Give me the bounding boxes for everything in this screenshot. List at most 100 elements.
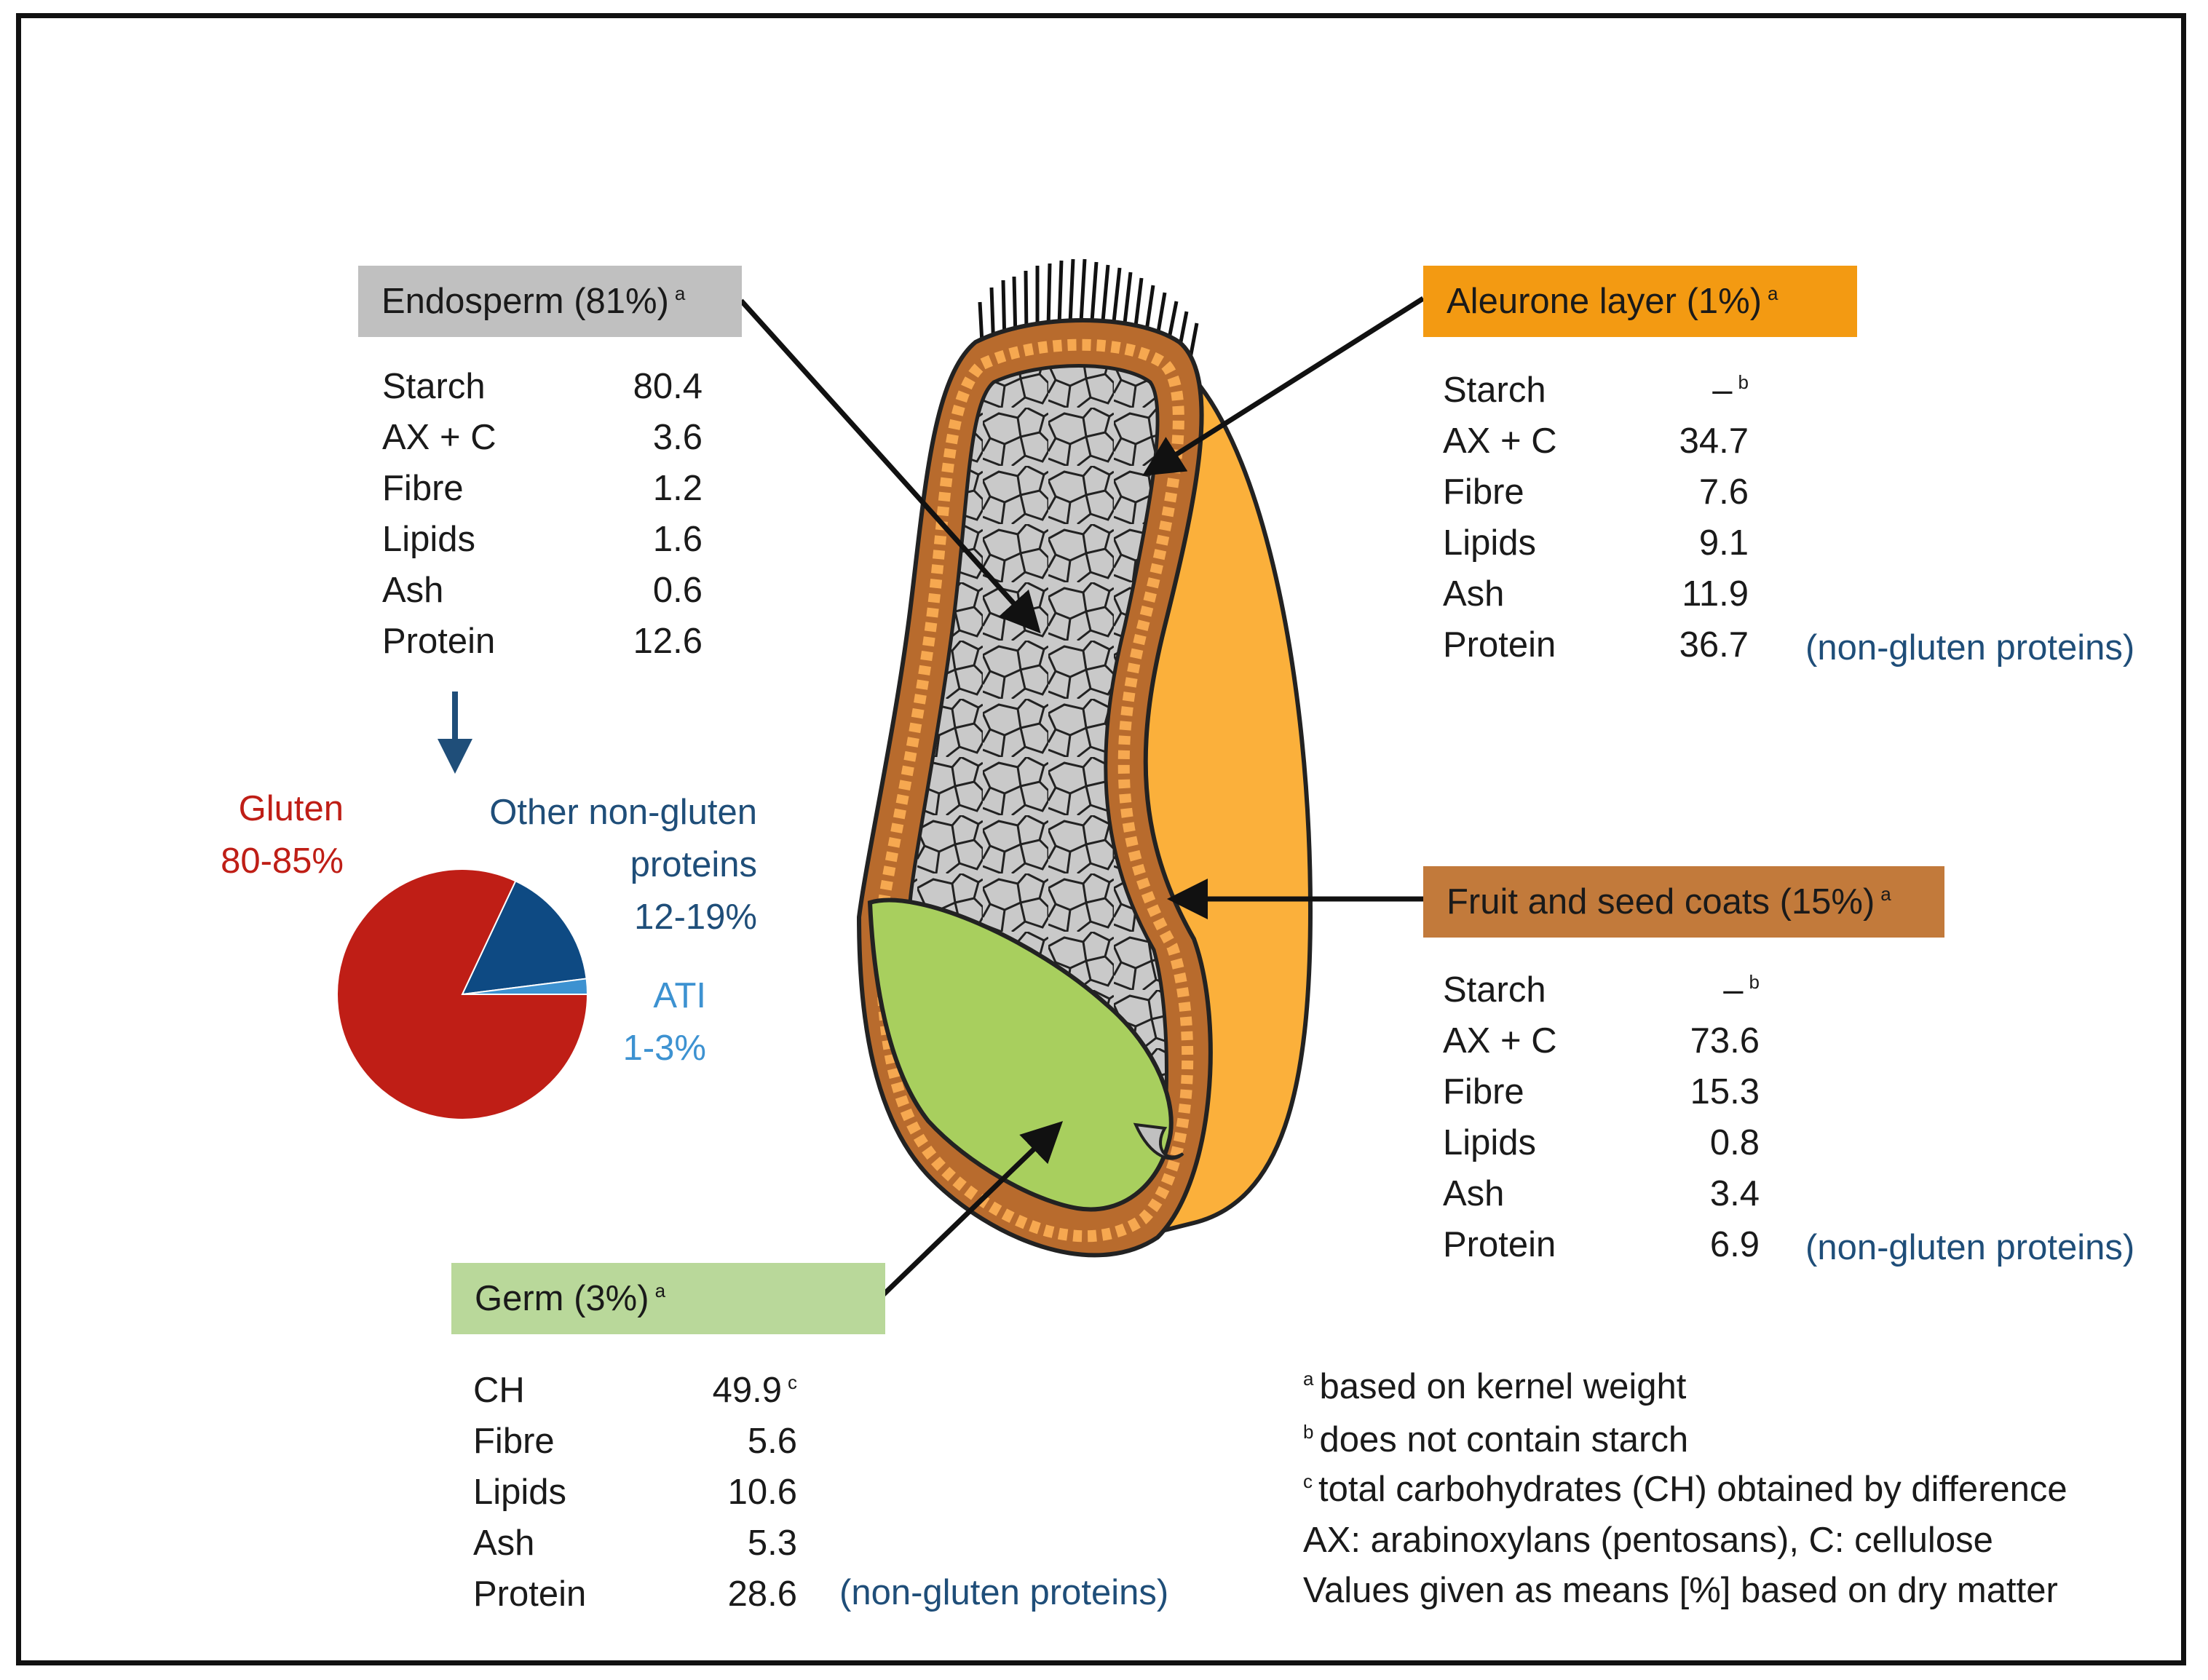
row-label: Fibre	[1443, 1072, 1524, 1112]
coats-table: Starch – b AX + C 73.6 Fibre 15.3 Lipids 0.8 As…	[1443, 970, 1760, 1275]
row-value: – b	[1712, 371, 1749, 410]
brush-hairs	[978, 258, 1199, 359]
gluten-label: Gluten 80-85%	[221, 789, 344, 881]
coats-non-gluten-note: (non-gluten proteins)	[1805, 1228, 2135, 1267]
coats-title-box: Fruit and seed coats (15%) a	[1423, 866, 1944, 938]
row-value: 49.9 c	[712, 1371, 797, 1410]
table-row: Lipids 1.6	[382, 519, 703, 570]
row-value: 80.4	[633, 367, 703, 406]
row-label: Lipids	[473, 1473, 567, 1512]
table-row: AX + C 73.6	[1443, 1021, 1760, 1071]
table-row: Fibre 1.2	[382, 468, 703, 519]
table-row: AX + C 3.6	[382, 417, 703, 468]
row-value: 34.7	[1679, 421, 1749, 461]
table-row: Starch 80.4	[382, 366, 703, 417]
table-row: Protein 6.9	[1443, 1224, 1760, 1275]
row-value: 3.6	[652, 418, 703, 457]
pie-slice-gluten	[336, 868, 589, 1120]
row-label: AX + C	[1443, 1021, 1557, 1061]
aleurone-non-gluten-note: (non-gluten proteins)	[1805, 628, 2135, 667]
table-row: Fibre 7.6	[1443, 472, 1749, 523]
table-row: Lipids 0.8	[1443, 1122, 1760, 1173]
row-label: Protein	[473, 1574, 587, 1614]
germ	[867, 898, 1174, 1212]
row-value: – b	[1723, 970, 1760, 1010]
coats-title-sup: a	[1880, 883, 1891, 905]
arrow-germ	[880, 1121, 1064, 1298]
row-value: 11.9	[1682, 574, 1749, 614]
table-row: Protein 28.6	[473, 1574, 797, 1625]
row-label: Fibre	[473, 1422, 555, 1461]
aleurone-title: Aleurone layer (1%)	[1447, 282, 1762, 321]
row-label: Ash	[473, 1524, 535, 1563]
row-label: Protein	[1443, 625, 1556, 665]
table-row: Protein 36.7	[1443, 625, 1749, 675]
endosperm-title: Endosperm (81%)	[381, 282, 669, 321]
row-label: Fibre	[382, 469, 464, 508]
arrow-aleurone	[1142, 296, 1425, 476]
aleurone-title-sup: a	[1768, 282, 1778, 304]
row-value: 3.4	[1709, 1174, 1760, 1213]
footnote: AX: arabinoxylans (pentosans), C: cellul…	[1303, 1521, 1993, 1560]
table-row: Fibre 15.3	[1443, 1071, 1760, 1122]
aleurone-table: Starch – b AX + C 34.7 Fibre 7.6 Lipids 9.1 Ash…	[1443, 370, 1749, 675]
row-value: 12.6	[633, 622, 703, 661]
table-row: CH 49.9 c	[473, 1370, 797, 1421]
endosperm-table: Starch 80.4 AX + C 3.6 Fibre 1.2 Lipids 1.6 Ash 0…	[382, 366, 703, 672]
scutellum-hook	[1133, 1122, 1184, 1160]
footnote: Values given as means [%] based on dry m…	[1303, 1571, 2058, 1610]
germ-title: Germ (3%)	[475, 1279, 649, 1318]
row-value: 9.1	[1698, 523, 1749, 563]
table-row: Starch – b	[1443, 970, 1760, 1021]
row-value: 5.3	[747, 1524, 797, 1563]
row-label: CH	[473, 1371, 525, 1410]
row-label: AX + C	[382, 418, 496, 457]
row-value: 5.6	[747, 1422, 797, 1461]
row-label: AX + C	[1443, 421, 1557, 461]
row-label: Ash	[1443, 574, 1505, 614]
endosperm-title-box: Endosperm (81%) a	[358, 266, 742, 337]
row-value: 73.6	[1690, 1021, 1760, 1061]
row-label: Ash	[382, 571, 444, 610]
table-row: Ash 5.3	[473, 1523, 797, 1574]
germ-title-box: Germ (3%) a	[451, 1263, 885, 1334]
row-value: 1.2	[652, 469, 703, 508]
arrow-endosperm	[739, 298, 1041, 634]
row-value: 28.6	[727, 1574, 797, 1614]
footnote: c total carbohydrates (CH) obtained by di…	[1303, 1470, 2067, 1509]
row-value: 6.9	[1709, 1225, 1760, 1264]
ati-label: ATI 1-3%	[622, 976, 706, 1068]
row-label: Fibre	[1443, 472, 1524, 512]
footnote: a based on kernel weight	[1303, 1367, 1687, 1406]
table-row: Starch – b	[1443, 370, 1749, 421]
table-row: Lipids 10.6	[473, 1472, 797, 1523]
table-row: AX + C 34.7	[1443, 421, 1749, 472]
row-value: 0.6	[652, 571, 703, 610]
row-label: Lipids	[1443, 523, 1537, 563]
row-label: Ash	[1443, 1174, 1505, 1213]
coats-title: Fruit and seed coats (15%)	[1447, 882, 1875, 922]
table-row: Ash 11.9	[1443, 574, 1749, 625]
table-row: Fibre 5.6	[473, 1421, 797, 1472]
figure-frame	[16, 13, 2186, 1665]
row-label: Lipids	[382, 520, 476, 559]
row-value: 0.8	[1709, 1123, 1760, 1162]
endosperm-title-sup: a	[674, 282, 686, 304]
table-row: Ash 0.6	[382, 570, 703, 621]
table-row: Ash 3.4	[1443, 1173, 1760, 1224]
row-label: Protein	[1443, 1225, 1556, 1264]
germ-non-gluten-note: (non-gluten proteins)	[839, 1573, 1169, 1612]
germ-table: CH 49.9 c Fibre 5.6 Lipids 10.6 Ash 5.3 Protein…	[473, 1370, 797, 1625]
germ-title-sup: a	[654, 1280, 666, 1301]
row-label: Protein	[382, 622, 496, 661]
row-value: 15.3	[1690, 1072, 1760, 1112]
row-label: Starch	[1443, 970, 1546, 1010]
row-label: Lipids	[1443, 1123, 1537, 1162]
row-value: 1.6	[652, 520, 703, 559]
row-label: Starch	[1443, 371, 1546, 410]
aleurone-title-box: Aleurone layer (1%) a	[1423, 266, 1857, 337]
other-proteins-label: Other non-gluten proteins 12-19%	[489, 793, 757, 937]
